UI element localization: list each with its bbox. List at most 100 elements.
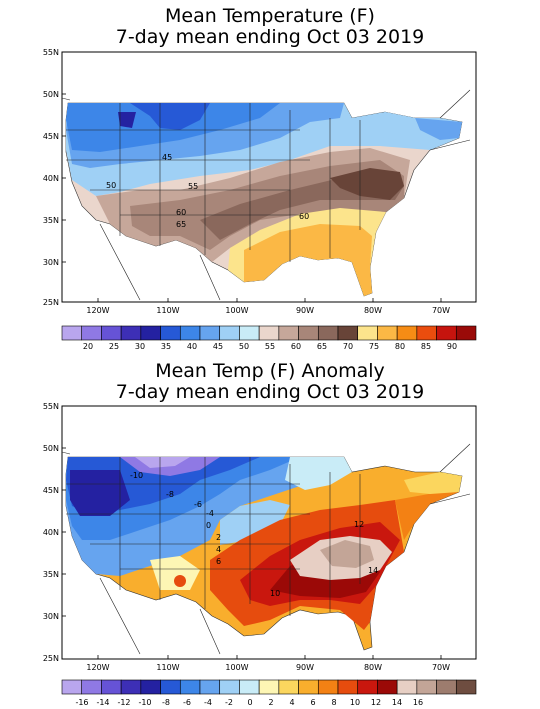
- top-legend-swatch: [317, 325, 339, 341]
- bottom-lat-label: 30N: [43, 612, 59, 621]
- top-legend-swatch: [81, 325, 102, 341]
- top-legend-label: 35: [161, 342, 171, 351]
- top-lon-axis: 120W 110W 100W 90W 80W 70W: [86, 306, 450, 315]
- bottom-lat-label: 50N: [43, 444, 59, 453]
- bottom-legend-swatch: [199, 679, 221, 695]
- bottom-contour-label: 2: [216, 533, 221, 542]
- bottom-lon-label: 90W: [296, 663, 314, 672]
- bottom-lat-label: 45N: [43, 486, 59, 495]
- bottom-lon-label: 70W: [432, 663, 450, 672]
- bottom-legend-swatch: [258, 679, 280, 695]
- bottom-legend-swatch: [160, 679, 181, 695]
- top-contour-label: 65: [176, 220, 186, 229]
- top-legend-swatch: [436, 325, 457, 341]
- bottom-legend-label: -16: [75, 698, 88, 707]
- bottom-legend-swatch: [455, 679, 477, 695]
- bottom-legend-swatch: [396, 679, 418, 695]
- bottom-lon-label: 100W: [225, 663, 248, 672]
- bottom-legend-swatch: [377, 679, 398, 695]
- top-legend-swatch: [298, 325, 319, 341]
- bottom-axis-ticks: [62, 447, 442, 659]
- top-legend-label: 60: [291, 342, 301, 351]
- top-legend-label: 65: [317, 342, 327, 351]
- top-contour-label: 60: [176, 208, 186, 217]
- bottom-title-line2: 7-day mean ending Oct 03 2019: [115, 381, 425, 403]
- top-legend-swatch: [120, 325, 142, 341]
- top-lon-label: 120W: [86, 306, 109, 315]
- bottom-legend-swatch: [140, 679, 161, 695]
- top-legend-label: 30: [135, 342, 145, 351]
- bottom-legend-swatch: [120, 679, 142, 695]
- top-lon-label: 80W: [364, 306, 382, 315]
- top-title-line1: Mean Temperature (F): [165, 5, 375, 27]
- bottom-contour-label: 6: [216, 557, 221, 566]
- top-legend-label: 45: [213, 342, 223, 351]
- bottom-legend-swatch: [179, 679, 201, 695]
- bottom-legend-swatch: [337, 679, 359, 695]
- bottom-legend-label: -4: [204, 698, 212, 707]
- bottom-legend-label: -8: [162, 698, 170, 707]
- top-lon-label: 70W: [432, 306, 450, 315]
- top-legend-swatch: [377, 325, 398, 341]
- bottom-lon-axis: 120W 110W 100W 90W 80W 70W: [86, 663, 450, 672]
- top-legend-label: 90: [447, 342, 457, 351]
- top-legend-swatch: [101, 325, 122, 341]
- bottom-legend-label: -6: [183, 698, 191, 707]
- top-lon-label: 110W: [156, 306, 179, 315]
- top-legend-swatch: [179, 325, 201, 341]
- bottom-legend-swatch: [317, 679, 339, 695]
- bottom-legend-swatch: [239, 679, 260, 695]
- top-contour-label: 60: [299, 212, 309, 221]
- bottom-lon-label: 110W: [156, 663, 179, 672]
- top-legend-swatch: [396, 325, 418, 341]
- top-legend-swatch: [199, 325, 221, 341]
- top-legend-swatch: [160, 325, 181, 341]
- top-legend-swatch: [140, 325, 161, 341]
- top-contour-label: 55: [188, 182, 198, 191]
- top-state-borders: [62, 89, 471, 301]
- bottom-legend-swatch: [219, 679, 240, 695]
- top-lon-label: 100W: [225, 306, 248, 315]
- bottom-legend-label: 16: [413, 698, 423, 707]
- top-lat-label: 50N: [43, 90, 59, 99]
- bottom-lon-label: 120W: [86, 663, 109, 672]
- top-contour-labels: 45 50 55 60 65 60: [106, 153, 309, 229]
- bottom-legend-label: 14: [392, 698, 402, 707]
- bottom-legend-label: -10: [138, 698, 151, 707]
- bottom-legend-label: -2: [225, 698, 233, 707]
- bottom-contour-label: 14: [368, 566, 378, 575]
- bottom-contour-label: 10: [270, 589, 280, 598]
- top-lat-label: 30N: [43, 258, 59, 267]
- bottom-legend-label: 4: [289, 698, 294, 707]
- top-legend-swatch: [416, 325, 437, 341]
- bottom-contour-labels: -10 -8 -6 -4 0 2 4 6 10 12 14: [130, 471, 378, 598]
- top-legend-label: 50: [239, 342, 249, 351]
- top-map-fill: [65, 102, 463, 297]
- bottom-contour-label: -10: [130, 471, 143, 480]
- bottom-lat-label: 55N: [43, 402, 59, 411]
- bottom-legend-swatch: [298, 679, 319, 695]
- bottom-contour-label: -6: [194, 500, 202, 509]
- top-legend-bar: [61, 325, 477, 341]
- top-legend-label: 40: [187, 342, 197, 351]
- top-legend-label: 70: [343, 342, 353, 351]
- bottom-legend-bar: [61, 679, 477, 695]
- bottom-legend-swatch: [101, 679, 122, 695]
- top-legend-swatch: [61, 325, 83, 341]
- top-map-title: Mean Temperature (F) 7-day mean ending O…: [0, 6, 540, 48]
- bottom-legend-swatch: [61, 679, 83, 695]
- bottom-lat-label: 25N: [43, 654, 59, 663]
- bottom-legend-label: 10: [350, 698, 360, 707]
- bottom-legend-label: 6: [310, 698, 315, 707]
- top-lat-label: 25N: [43, 298, 59, 307]
- top-legend-swatch: [455, 325, 477, 341]
- top-legend-swatch: [239, 325, 260, 341]
- top-legend-swatch: [357, 325, 378, 341]
- top-axis-ticks: [62, 93, 442, 302]
- top-lat-axis: 55N 50N 45N 40N 35N 30N 25N: [43, 48, 59, 307]
- bottom-lat-axis: 55N 50N 45N 40N 35N 30N 25N: [43, 402, 59, 663]
- top-legend-label: 20: [83, 342, 93, 351]
- top-title-line2: 7-day mean ending Oct 03 2019: [115, 26, 425, 48]
- bottom-contour-label: -4: [206, 509, 214, 518]
